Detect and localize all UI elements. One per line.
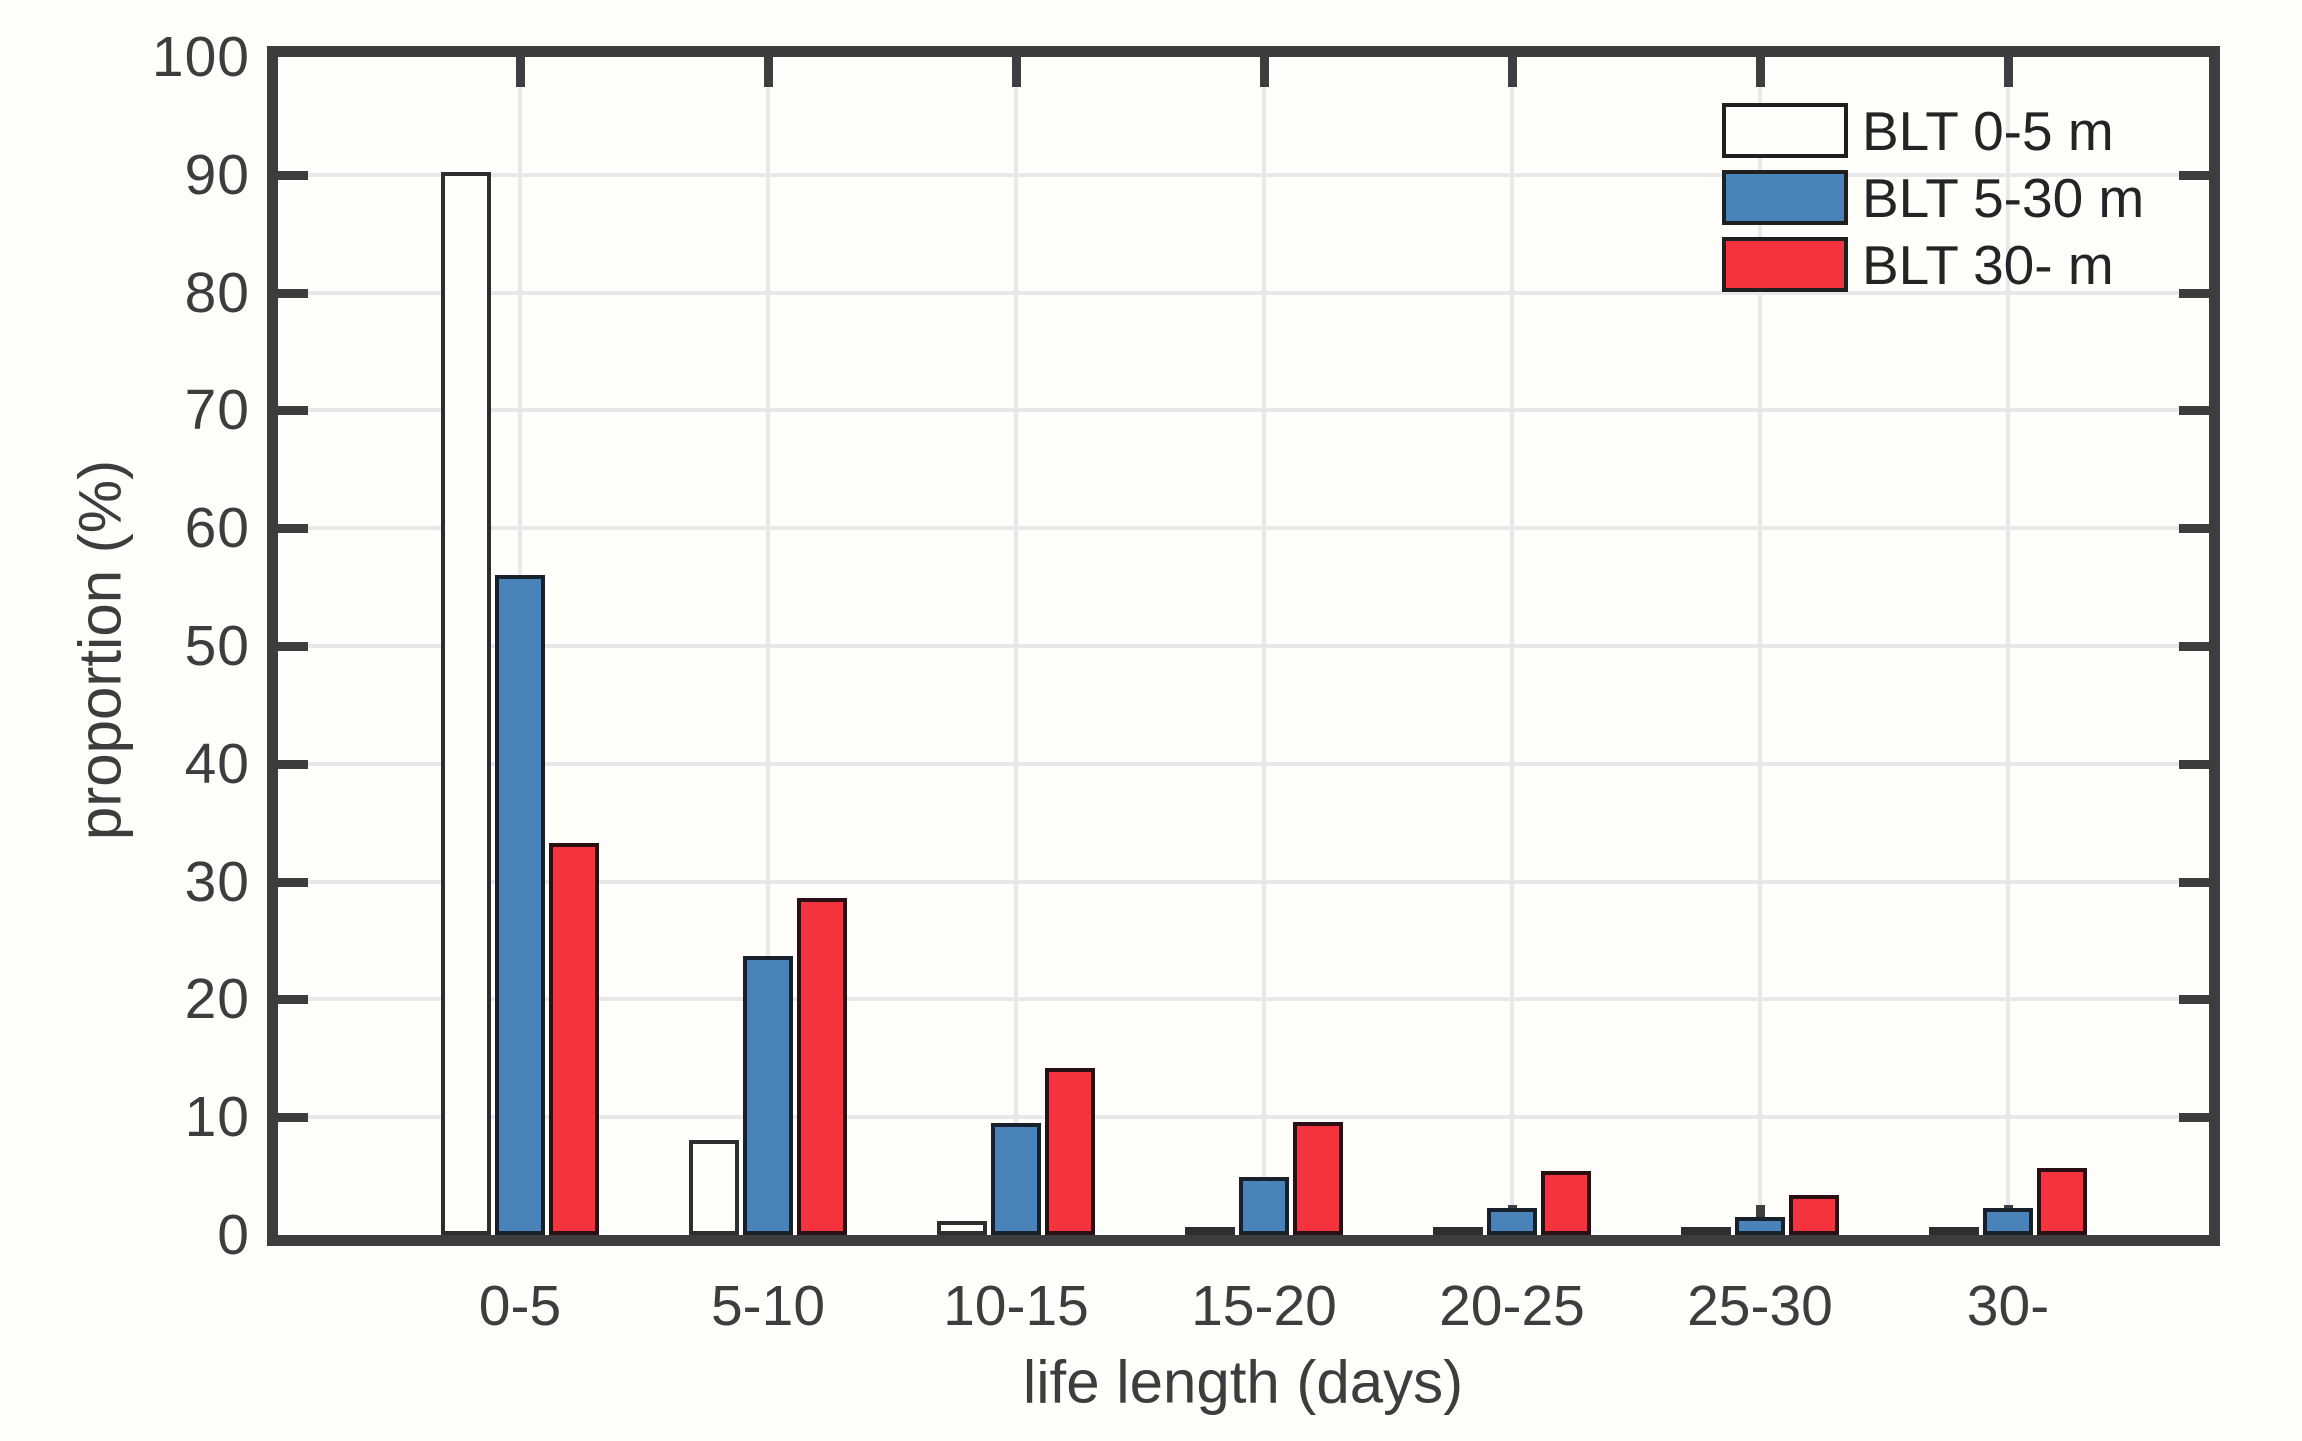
- plot-frame: [267, 46, 2220, 1246]
- bar: [549, 842, 599, 1235]
- x-tick-label: 25-30: [1687, 1274, 1833, 1338]
- y-tick-label: 90: [184, 142, 250, 207]
- x-tick-label: 30-: [1966, 1274, 2050, 1338]
- y-axis-tick: [278, 170, 308, 180]
- y-tick-label: 60: [184, 496, 250, 561]
- gridline-horizontal: [278, 290, 2209, 295]
- y-axis-tick: [278, 406, 308, 416]
- y-axis-tick: [2179, 170, 2209, 180]
- legend-swatch: [1722, 170, 1848, 225]
- y-tick-label: 0: [217, 1203, 250, 1267]
- gridline-horizontal: [278, 526, 2209, 531]
- gridline-horizontal: [278, 172, 2209, 177]
- x-axis-tick: [2004, 57, 2013, 87]
- gridline-vertical: [1262, 57, 1266, 1235]
- y-axis-tick: [278, 642, 308, 651]
- gridline-horizontal: [278, 761, 2209, 766]
- y-axis-tick: [2179, 1113, 2209, 1123]
- y-axis-tick: [2179, 877, 2209, 887]
- x-axis-tick: [516, 57, 525, 87]
- bar: [441, 172, 491, 1235]
- y-axis-tick: [2179, 759, 2209, 769]
- x-axis-title: life length (days): [1022, 1348, 1464, 1416]
- y-axis-tick: [278, 1113, 308, 1123]
- y-axis-tick: [2179, 642, 2209, 651]
- bar: [1293, 1121, 1343, 1235]
- x-tick-label: 15-20: [1191, 1274, 1337, 1338]
- y-axis-tick: [2179, 406, 2209, 416]
- legend-item: BLT 30- m: [1722, 234, 2144, 296]
- x-tick-label: 0-5: [478, 1274, 562, 1338]
- x-axis-tick: [1508, 57, 1517, 87]
- legend-swatch: [1722, 237, 1848, 292]
- gridline-vertical: [2006, 57, 2010, 1235]
- legend-label: BLT 0-5 m: [1862, 99, 2114, 162]
- x-tick-label: 20-25: [1439, 1274, 1585, 1338]
- bar: [689, 1139, 739, 1235]
- gridline-horizontal: [278, 879, 2209, 884]
- bar: [1681, 1227, 1731, 1235]
- legend-label: BLT 30- m: [1862, 233, 2114, 296]
- y-tick-label: 20: [184, 967, 250, 1032]
- legend: BLT 0-5 m BLT 5-30 m BLT 30- m: [1722, 100, 2144, 296]
- y-tick-label: 50: [184, 614, 250, 678]
- bar: [1983, 1207, 2033, 1235]
- y-axis-tick: [2179, 524, 2209, 534]
- bar: [1735, 1217, 1785, 1235]
- gridline-horizontal: [278, 1115, 2209, 1120]
- bar: [1185, 1227, 1235, 1235]
- gridline-vertical: [1510, 57, 1514, 1235]
- y-axis-tick: [278, 759, 308, 769]
- x-axis-tick: [1012, 57, 1021, 87]
- bar: [937, 1220, 987, 1235]
- y-axis-tick: [278, 288, 308, 298]
- bar: [1541, 1171, 1591, 1235]
- gridline-horizontal: [278, 408, 2209, 413]
- legend-label: BLT 5-30 m: [1862, 166, 2145, 229]
- y-axis-tick: [2179, 995, 2209, 1005]
- y-tick-label: 30: [184, 849, 250, 914]
- y-tick-label: 80: [184, 260, 250, 325]
- gridline-vertical: [1758, 57, 1762, 1235]
- y-tick-label: 70: [184, 378, 250, 443]
- x-axis-tick: [1756, 57, 1765, 87]
- y-axis-tick: [2179, 288, 2209, 298]
- bar: [1239, 1177, 1289, 1235]
- x-axis-tick: [1260, 57, 1269, 87]
- legend-item: BLT 0-5 m: [1722, 100, 2144, 162]
- bar: [1789, 1194, 1839, 1235]
- legend-item: BLT 5-30 m: [1722, 167, 2144, 229]
- gridline-vertical: [766, 57, 770, 1235]
- bar: [991, 1123, 1041, 1235]
- x-tick-label: 10-15: [943, 1274, 1089, 1338]
- y-tick-label: 100: [151, 25, 250, 89]
- bar: [2037, 1167, 2087, 1235]
- bar: [1487, 1207, 1537, 1235]
- gridline-vertical: [1014, 57, 1018, 1235]
- bar: [495, 575, 545, 1235]
- bar: [743, 955, 793, 1235]
- y-axis-tick: [278, 995, 308, 1005]
- bar: [797, 898, 847, 1235]
- y-tick-label: 10: [184, 1085, 250, 1150]
- gridline-horizontal: [278, 997, 2209, 1002]
- y-axis-tick: [278, 524, 308, 534]
- gridline-horizontal: [278, 644, 2209, 648]
- plot-area: [278, 57, 2209, 1235]
- legend-swatch: [1722, 103, 1848, 158]
- x-axis-tick: [764, 57, 773, 87]
- bar: [1929, 1227, 1979, 1235]
- y-tick-label: 40: [184, 731, 250, 796]
- bar: [1045, 1067, 1095, 1235]
- bar: [1433, 1227, 1483, 1235]
- x-tick-label: 5-10: [710, 1274, 826, 1338]
- y-axis-tick: [278, 877, 308, 887]
